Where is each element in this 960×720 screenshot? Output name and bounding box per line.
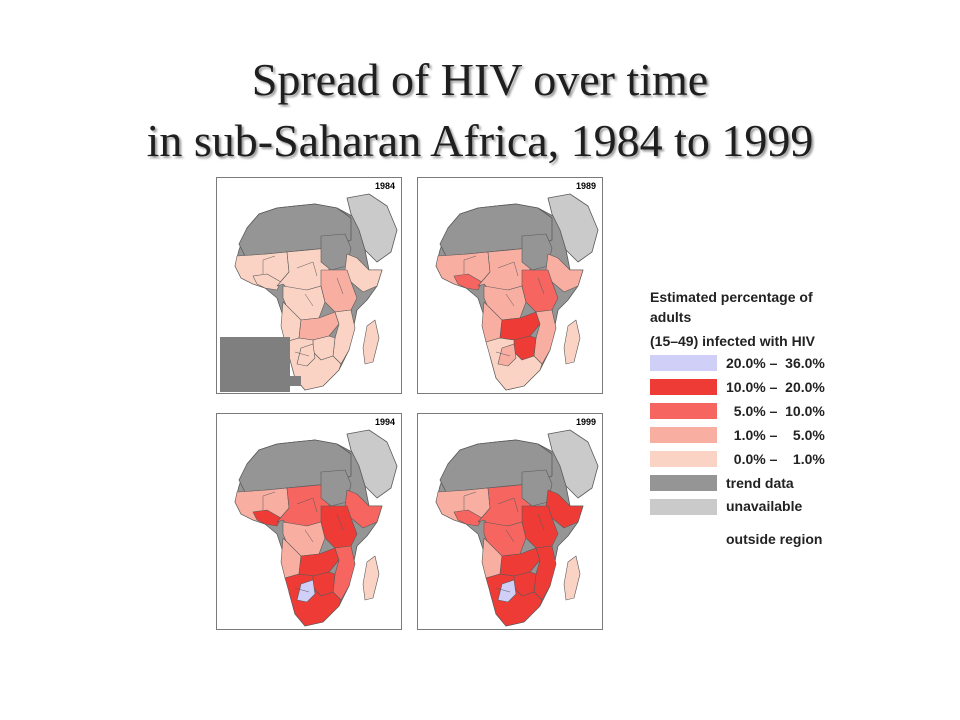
legend-label-1-5: 1.0% – 5.0% [726,427,825,443]
country-border [262,491,276,510]
country-border [463,491,477,510]
country-border [296,497,318,513]
country-border [262,255,276,274]
country-border [505,529,515,543]
legend-title-line-1: Estimated percentage of [650,289,813,305]
slide-title-line-1: Spread of HIV over time [251,54,709,105]
country-border [296,261,318,277]
country-border [497,261,519,277]
legend-swatch-0-1 [650,451,717,467]
region-madagascar [362,319,380,365]
country-border [336,277,344,295]
map-year-label: 1984 [374,181,395,191]
legend-swatch-outside-region [650,499,717,515]
country-border [495,351,511,357]
country-border [537,277,545,295]
legend-label-5-10: 5.0% – 10.0% [726,403,825,419]
africa-map-1994 [234,429,398,627]
region-westcoast [252,273,282,291]
legend-swatch-5-10 [650,403,717,419]
map-1994: 1994 [216,413,402,630]
legend-swatch-20-36 [650,355,717,371]
africa-map-1989 [435,193,599,391]
region-madagascar [563,555,581,601]
legend-label-outside-region: outside region [726,531,823,547]
region-southern [485,337,543,391]
country-border [463,255,477,274]
country-border [505,293,515,307]
map-year-label: 1994 [374,417,395,427]
region-southern [485,573,543,627]
country-border [294,351,310,357]
legend-label-unavailable: unavailable [726,498,803,514]
legend-label-0-1: 0.0% – 1.0% [726,451,825,467]
africa-map-1999 [435,429,599,627]
map-year-label: 1989 [575,181,596,191]
legend-title-line-3: (15–49) infected with HIV [650,333,815,349]
legend-swatch-10-20 [650,379,717,395]
country-border [304,529,314,543]
region-southern [284,573,342,627]
region-westcoast [453,273,483,291]
map-1999: 1999 [417,413,603,630]
legend-label-trend-data: trend data [726,475,794,491]
legend-title-line-2: adults [650,309,692,325]
country-border [336,513,344,531]
region-madagascar [362,555,380,601]
map-overlay-block [220,337,290,392]
country-border [497,497,519,513]
map-overlay-block-tab [288,376,301,386]
legend-title: Estimated percentage of adults (15–49) i… [650,287,870,351]
map-1984: 1984 [216,177,402,394]
country-border [537,513,545,531]
legend-swatch-1-5 [650,427,717,443]
slide-title-line-2: in sub-Saharan Africa, 1984 to 1999 [146,114,814,166]
region-madagascar [563,319,581,365]
slide-title: Spread of HIV over time in sub-Saharan A… [0,50,960,171]
legend-label-20-36: 20.0% – 36.0% [726,355,825,371]
region-westcoast [252,509,282,527]
africa-map-1984 [234,193,398,391]
country-border [495,587,511,593]
region-westcoast [453,509,483,527]
map-1989: 1989 [417,177,603,394]
legend-swatch-trend-unavailable [650,475,717,491]
map-year-label: 1999 [575,417,596,427]
country-border [304,293,314,307]
country-border [294,587,310,593]
legend-label-10-20: 10.0% – 20.0% [726,379,825,395]
